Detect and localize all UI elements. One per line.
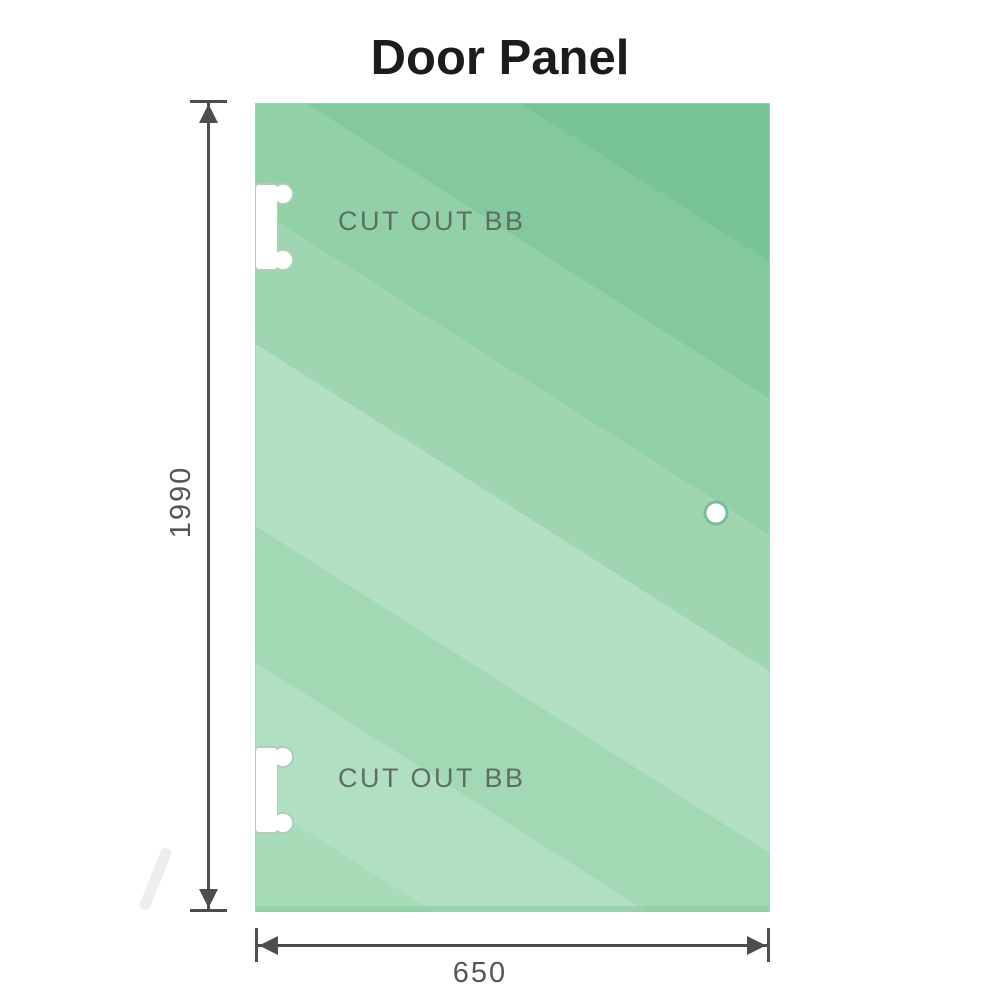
hinge-cutout-top bbox=[255, 183, 294, 271]
width-dimension-arrow bbox=[255, 928, 770, 962]
hinge-cutout-bottom bbox=[255, 746, 294, 834]
handle-hole bbox=[703, 500, 729, 526]
arrowhead-right-icon bbox=[747, 936, 766, 955]
arrowhead-up-icon bbox=[199, 104, 218, 123]
height-dimension-label: 1990 bbox=[165, 465, 197, 539]
glass-panel bbox=[255, 103, 770, 912]
height-dimension-arrow bbox=[190, 100, 227, 912]
arrowhead-down-icon bbox=[199, 889, 218, 908]
page-title: Door Panel bbox=[370, 31, 630, 85]
cutout-label-bottom: CUT OUT BB bbox=[338, 763, 526, 793]
cutout-label-top: CUT OUT BB bbox=[338, 206, 526, 236]
arrowhead-left-icon bbox=[259, 936, 278, 955]
width-dimension-label: 650 bbox=[452, 957, 508, 989]
panel-bottom-edge bbox=[255, 906, 770, 912]
